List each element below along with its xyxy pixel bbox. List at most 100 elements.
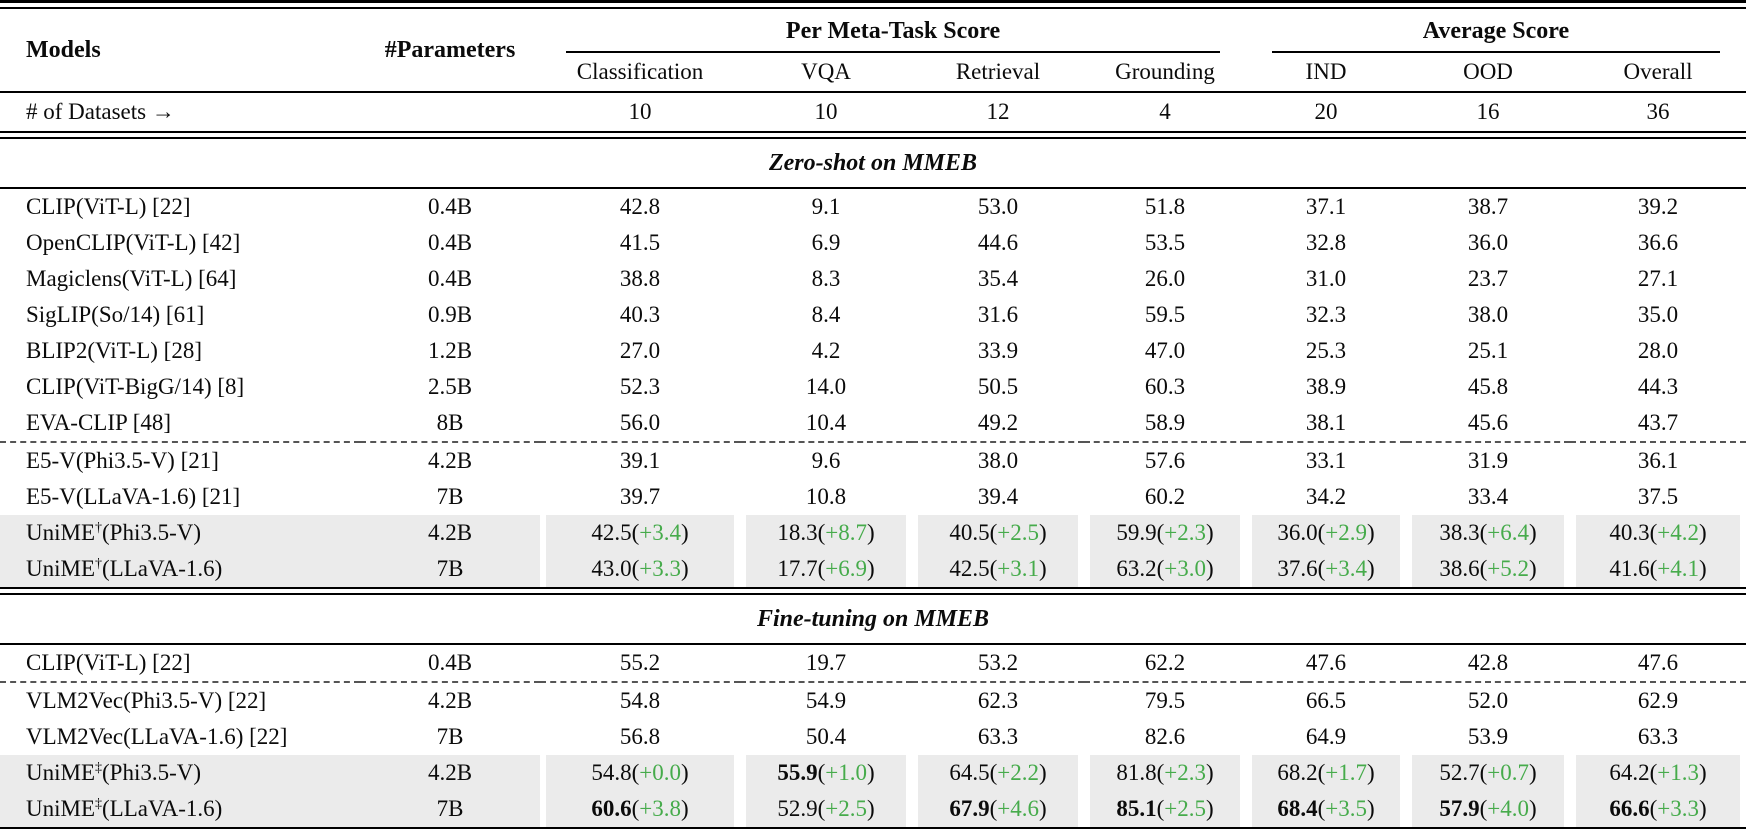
value-cell: 64.2(+1.3) [1570, 755, 1746, 791]
table-row: VLM2Vec(LLaVA-1.6) [22] 7B 56.8 50.4 63.3 82.… [0, 719, 1746, 755]
model-name-suffix: (Phi3.5-V) [102, 760, 202, 786]
score-value: 44.6 [977, 230, 1019, 256]
section-title: Zero-shot on MMEB [0, 138, 1746, 189]
value-cell: 60.2 [1084, 479, 1246, 515]
section-divider-rule [0, 587, 1746, 595]
score-value: 8.3 [811, 266, 841, 292]
delta-value: +2.2 [997, 760, 1039, 786]
delta-value: +1.3 [1657, 760, 1699, 786]
value-cell: 8.3 [740, 261, 912, 297]
score-value: 35.0 [1637, 302, 1679, 328]
value-cell: 38.8 [540, 261, 740, 297]
value-cell: 82.6 [1084, 719, 1246, 755]
score-value: 4.2 [811, 338, 841, 364]
value-cell: 52.0 [1406, 681, 1570, 719]
delta-value: +2.5 [1164, 796, 1206, 822]
value-cell: 33.9 [912, 333, 1084, 369]
datasets-count: 36 [1646, 99, 1670, 125]
table-row: BLIP2(ViT-L) [28] 1.2B 27.0 4.2 33.9 47.0 25.3… [0, 333, 1746, 369]
delta-value: +2.3 [1164, 520, 1206, 546]
value-cell: 33.1 [1246, 441, 1406, 479]
value-cell: 62.9 [1570, 681, 1746, 719]
value-cell: 63.3 [1570, 719, 1746, 755]
value-cell: 9.1 [740, 188, 912, 225]
value-cell: 8.4 [740, 297, 912, 333]
model-name: E5-V(Phi3.5-V) [21] [26, 448, 219, 474]
paren: ( [631, 796, 640, 822]
value-cell: 37.1 [1246, 188, 1406, 225]
score-value: 33.4 [1467, 484, 1509, 510]
paren: ( [989, 796, 998, 822]
model-name: UniME [26, 556, 95, 582]
score-value: 39.7 [619, 484, 661, 510]
paren: ) [680, 760, 689, 786]
paren: ) [866, 760, 875, 786]
paren: ( [1317, 520, 1326, 546]
paren: ) [1038, 520, 1047, 546]
score-value: 26.0 [1144, 266, 1186, 292]
score-value: 38.1 [1305, 410, 1347, 436]
value-cell: 64.9 [1246, 719, 1406, 755]
score-value: 57.9 [1439, 796, 1480, 822]
dagger-superscript: ‡ [95, 796, 102, 812]
table-row: UniME‡(LLaVA-1.6) 7B 60.6(+3.8) 52.9(+2.5) 6… [0, 791, 1746, 828]
score-value: 40.3 [1609, 520, 1650, 546]
parameters-header: #Parameters [360, 8, 540, 93]
value-cell: 19.7 [740, 644, 912, 682]
value-cell: 47.6 [1570, 644, 1746, 682]
score-value: 53.0 [977, 194, 1019, 220]
score-value: 14.0 [805, 374, 847, 400]
delta-value: +5.2 [1487, 556, 1529, 582]
value-cell: 33.4 [1406, 479, 1570, 515]
value-cell: 27.0 [540, 333, 740, 369]
score-value: 57.6 [1144, 448, 1186, 474]
average-score-group-header: Average Score [1246, 8, 1746, 53]
model-name: CLIP(ViT-L) [22] [26, 650, 191, 676]
score-value: 37.6 [1277, 556, 1318, 582]
delta-value: +2.5 [997, 520, 1039, 546]
value-cell: 52.9(+2.5) [740, 791, 912, 828]
score-value: 9.1 [811, 194, 841, 220]
col-header-overall: Overall [1570, 53, 1746, 93]
model-cell: UniME†(Phi3.5-V) [0, 515, 360, 551]
value-cell: 58.9 [1084, 405, 1246, 442]
rule-line [0, 131, 1746, 139]
value-cell: 38.7 [1406, 188, 1570, 225]
score-value: 60.2 [1144, 484, 1186, 510]
delta-value: +3.4 [1325, 556, 1367, 582]
meta-task-score-label: Per Meta-Task Score [566, 18, 1220, 53]
model-cell: VLM2Vec(LLaVA-1.6) [22] [0, 719, 360, 755]
value-cell: 34.2 [1246, 479, 1406, 515]
params-cell: 4.2B [360, 441, 540, 479]
model-name: E5-V(LLaVA-1.6) [21] [26, 484, 241, 510]
score-value: 66.5 [1305, 688, 1347, 714]
paren: ) [1528, 520, 1537, 546]
value-cell: 38.3(+6.4) [1406, 515, 1570, 551]
score-value: 18.3 [777, 520, 818, 546]
col-header-vqa: VQA [740, 53, 912, 93]
delta-value: +3.1 [997, 556, 1039, 582]
score-value: 62.2 [1144, 650, 1186, 676]
score-value: 53.5 [1144, 230, 1186, 256]
score-value: 8.4 [811, 302, 841, 328]
value-cell: 36.6 [1570, 225, 1746, 261]
score-value: 53.9 [1467, 724, 1509, 750]
paren: ( [631, 520, 640, 546]
delta-value: +6.4 [1487, 520, 1529, 546]
paren: ) [1038, 556, 1047, 582]
score-value: 9.6 [811, 448, 841, 474]
score-value: 10.8 [805, 484, 847, 510]
value-cell: 38.1 [1246, 405, 1406, 442]
score-value: 23.7 [1467, 266, 1509, 292]
value-cell: 39.7 [540, 479, 740, 515]
value-cell: 44.6 [912, 225, 1084, 261]
model-cell: EVA-CLIP [48] [0, 405, 360, 442]
value-cell: 56.0 [540, 405, 740, 442]
params-cell: 1.2B [427, 338, 473, 364]
score-value: 54.8 [591, 760, 632, 786]
table-row: CLIP(ViT-BigG/14) [8] 2.5B 52.3 14.0 50.5 60.… [0, 369, 1746, 405]
paren: ( [1479, 796, 1488, 822]
score-value: 41.5 [619, 230, 661, 256]
score-value: 59.5 [1144, 302, 1186, 328]
value-cell: 66.6(+3.3) [1570, 791, 1746, 828]
